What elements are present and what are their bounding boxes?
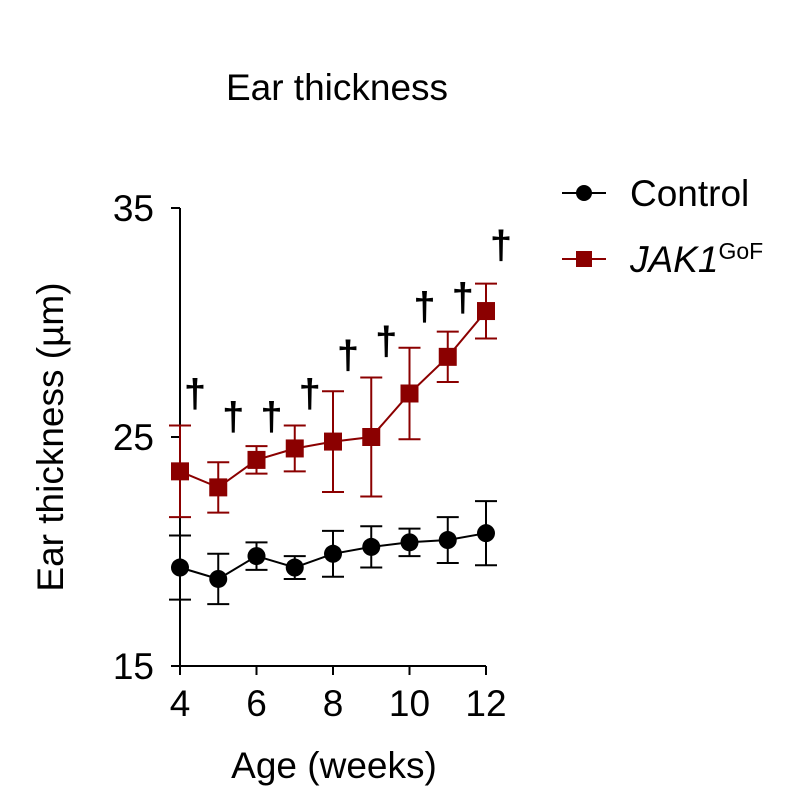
series-jak1 (169, 282, 497, 519)
series-control (169, 500, 497, 606)
x-tick-label-12: 12 (465, 683, 506, 724)
point-control-6 (247, 547, 266, 566)
x-axis-label: Age (weeks) (231, 745, 437, 786)
x-axis-ticks: 4 6 8 10 12 (170, 666, 507, 724)
significance-marker-12: † (490, 223, 512, 267)
point-jak1-5 (209, 478, 228, 497)
point-jak1-6 (247, 450, 266, 469)
significance-marker-5: † (222, 395, 244, 439)
legend-label-jak1-superscript: GoF (718, 238, 763, 264)
y-axis-ticks: 15 25 35 (113, 188, 180, 687)
point-control-12 (477, 524, 495, 543)
point-jak1-8 (324, 432, 342, 451)
point-jak1-4 (171, 462, 189, 481)
y-tick-label-35: 35 (113, 188, 154, 229)
point-control-4 (171, 558, 189, 577)
legend-label-jak1: JAK1GoF (629, 238, 763, 280)
legend-item-control: Control (562, 173, 749, 214)
point-jak1-12 (477, 302, 495, 321)
significance-marker-9: † (375, 320, 397, 364)
legend-label-control: Control (630, 173, 749, 214)
x-tick-label-6: 6 (246, 683, 267, 724)
point-control-10 (400, 533, 419, 552)
x-tick-label-4: 4 (170, 683, 191, 724)
point-control-7 (285, 558, 304, 577)
y-tick-label-15: 15 (113, 646, 154, 687)
point-jak1-11 (438, 347, 457, 366)
x-tick-label-10: 10 (389, 683, 430, 724)
point-control-8 (324, 544, 342, 563)
significance-marker-7: † (299, 372, 321, 416)
point-control-11 (438, 531, 457, 550)
significance-marker-6: † (260, 395, 282, 439)
legend: Control JAK1GoF (562, 173, 763, 280)
legend-label-jak1-name: JAK1 (629, 239, 718, 280)
legend-item-jak1: JAK1GoF (562, 238, 763, 280)
significance-marker-11: † (452, 276, 474, 320)
chart-title: Ear thickness (226, 67, 448, 108)
y-axis-label: Ear thickness (µm) (30, 282, 71, 591)
legend-marker-jak1 (576, 251, 592, 267)
significance-markers: † † † † † † † † † (184, 223, 512, 439)
legend-marker-control (576, 185, 592, 201)
point-jak1-7 (285, 439, 304, 458)
point-control-5 (209, 569, 228, 588)
significance-marker-10: † (413, 285, 435, 329)
significance-marker-8: † (337, 333, 359, 377)
data-series (169, 282, 497, 606)
x-tick-label-8: 8 (323, 683, 344, 724)
point-jak1-10 (400, 384, 419, 403)
point-jak1-9 (362, 428, 381, 446)
significance-marker-4: † (184, 372, 206, 416)
y-tick-label-25: 25 (113, 417, 154, 458)
point-control-9 (362, 537, 381, 556)
